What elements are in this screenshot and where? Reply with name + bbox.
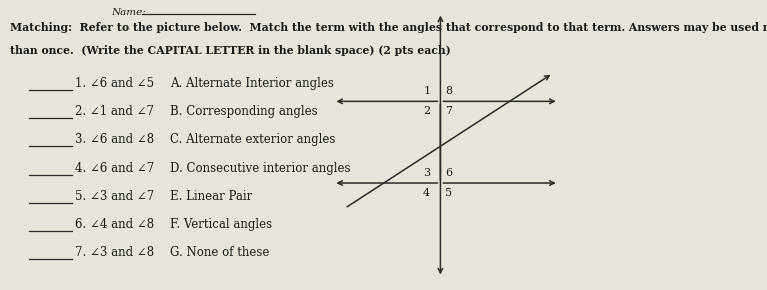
Text: 1: 1 bbox=[423, 86, 430, 96]
Text: F. Vertical angles: F. Vertical angles bbox=[170, 218, 272, 231]
Text: 1. ∠6 and ∠5: 1. ∠6 and ∠5 bbox=[74, 77, 153, 90]
Text: 6. ∠4 and ∠8: 6. ∠4 and ∠8 bbox=[74, 218, 153, 231]
Text: C. Alternate exterior angles: C. Alternate exterior angles bbox=[170, 133, 336, 146]
Text: 4. ∠6 and ∠7: 4. ∠6 and ∠7 bbox=[74, 162, 153, 175]
Text: E. Linear Pair: E. Linear Pair bbox=[170, 190, 252, 203]
Text: 4: 4 bbox=[423, 188, 430, 198]
Text: B. Corresponding angles: B. Corresponding angles bbox=[170, 105, 318, 118]
Text: 2: 2 bbox=[423, 106, 430, 116]
Text: A. Alternate Interior angles: A. Alternate Interior angles bbox=[170, 77, 334, 90]
Text: 3: 3 bbox=[423, 168, 430, 178]
Text: D. Consecutive interior angles: D. Consecutive interior angles bbox=[170, 162, 351, 175]
Text: Name:: Name: bbox=[111, 8, 146, 17]
Text: 3. ∠6 and ∠8: 3. ∠6 and ∠8 bbox=[74, 133, 153, 146]
Text: 8: 8 bbox=[446, 86, 453, 96]
Text: 5. ∠3 and ∠7: 5. ∠3 and ∠7 bbox=[74, 190, 153, 203]
Text: 7: 7 bbox=[446, 106, 453, 116]
Text: G. None of these: G. None of these bbox=[170, 246, 269, 259]
Text: Matching:  Refer to the picture below.  Match the term with the angles that corr: Matching: Refer to the picture below. Ma… bbox=[10, 23, 767, 33]
Text: 7. ∠3 and ∠8: 7. ∠3 and ∠8 bbox=[74, 246, 153, 259]
Text: 5: 5 bbox=[446, 188, 453, 198]
Text: 2. ∠1 and ∠7: 2. ∠1 and ∠7 bbox=[74, 105, 153, 118]
Text: than once.  (Write the CAPITAL LETTER in the blank space) (2 pts each): than once. (Write the CAPITAL LETTER in … bbox=[10, 45, 450, 56]
Text: 6: 6 bbox=[446, 168, 453, 178]
